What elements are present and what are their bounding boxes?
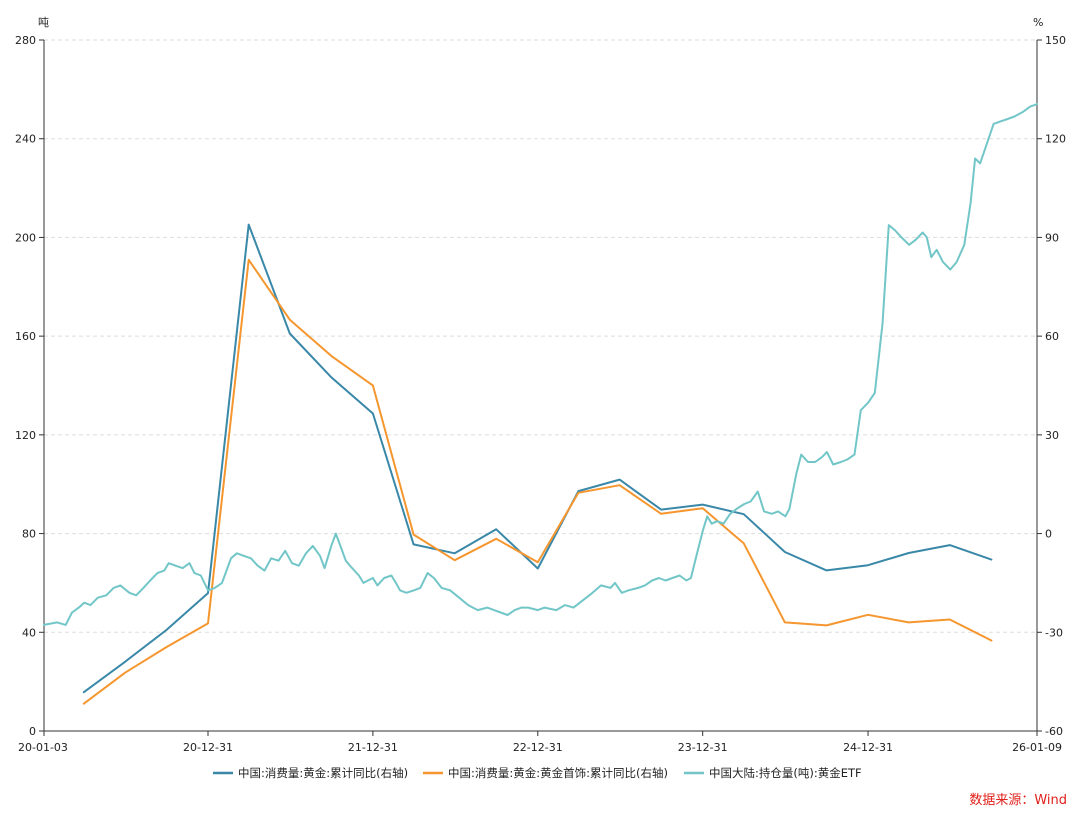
series-line-3 [43, 103, 1038, 626]
right-tick-label: -60 [1045, 725, 1063, 738]
right-tick-label: 0 [1045, 528, 1052, 541]
left-tick-label: 200 [15, 231, 36, 244]
legend-label-2: 中国:消费量:黄金:黄金首饰:累计同比(右轴) [448, 766, 668, 780]
axis-layer: 吨 % 0 40 80 120 160 200 240 280 -60 -30 0 30 60 90 120… [15, 16, 1066, 754]
right-tick-label: 60 [1045, 330, 1059, 343]
x-tick-label: 20-12-31 [183, 741, 233, 754]
legend-label-1: 中国:消费量:黄金:累计同比(右轴) [238, 766, 408, 780]
series-line-2 [82, 258, 993, 705]
series-line-1 [82, 223, 993, 694]
x-tick-label: 21-12-31 [348, 741, 398, 754]
legend-label-3: 中国大陆:持仓量(吨):黄金ETF [709, 766, 862, 780]
series-layer [43, 103, 1038, 705]
right-tick-label: 30 [1045, 429, 1059, 442]
right-axis-unit: % [1033, 16, 1043, 29]
grid-layer [44, 39, 1037, 633]
x-tick-label: 22-12-31 [513, 741, 563, 754]
left-tick-label: 80 [22, 528, 36, 541]
x-tick-label: 23-12-31 [678, 741, 728, 754]
left-tick-label: 40 [22, 626, 36, 639]
right-tick-label: 120 [1045, 133, 1066, 146]
left-tick-label: 0 [29, 725, 36, 738]
x-tick-label: 26-01-09 [1012, 741, 1062, 754]
left-tick-label: 240 [15, 133, 36, 146]
left-tick-label: 280 [15, 34, 36, 47]
left-axis-unit: 吨 [38, 16, 49, 29]
right-tick-label: 90 [1045, 231, 1059, 244]
x-tick-label: 20-01-03 [18, 741, 68, 754]
x-tick-label: 24-12-31 [843, 741, 893, 754]
legend: 中国:消费量:黄金:累计同比(右轴) 中国:消费量:黄金:黄金首饰:累计同比(右轴… [213, 766, 862, 780]
left-tick-label: 160 [15, 330, 36, 343]
right-tick-label: -30 [1045, 626, 1063, 639]
right-tick-label: 150 [1045, 34, 1066, 47]
source-note: 数据来源：Wind [969, 793, 1067, 808]
left-tick-label: 120 [15, 429, 36, 442]
